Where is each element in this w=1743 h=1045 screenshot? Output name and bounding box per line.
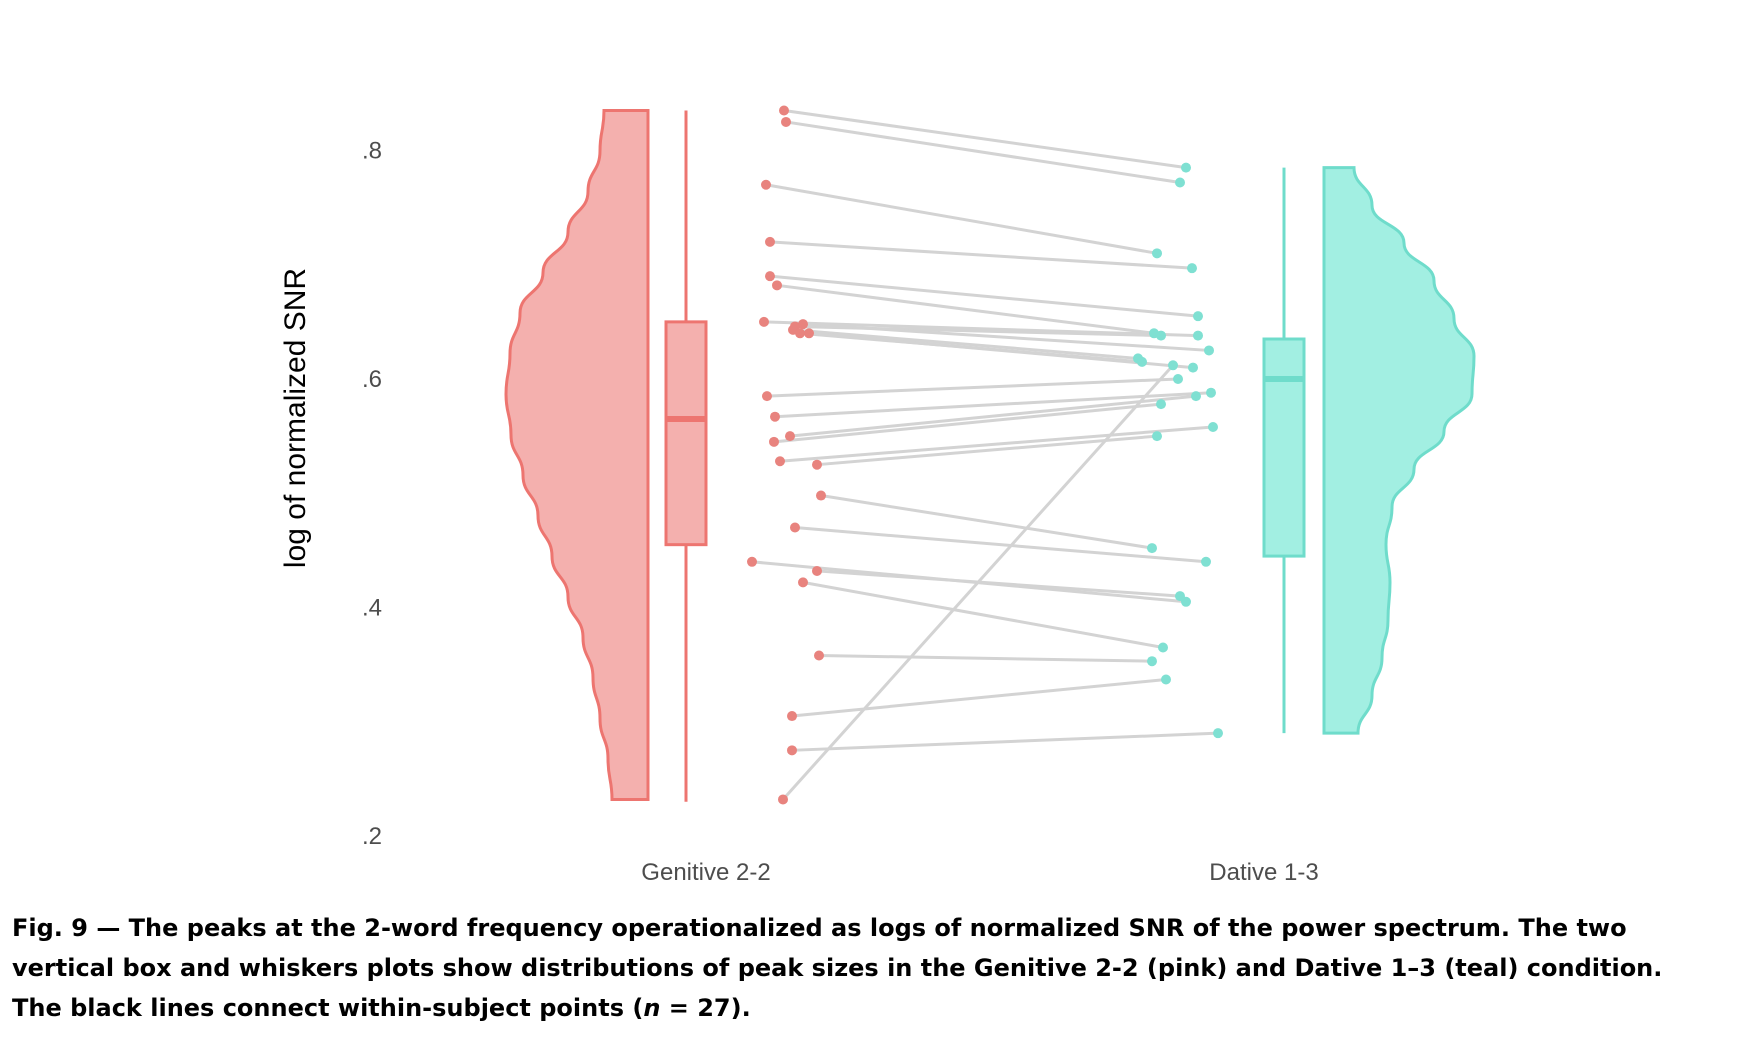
- connector-line: [818, 653, 1153, 663]
- connector-line: [785, 120, 1181, 184]
- dative-point: [1208, 421, 1218, 432]
- genitive-point: [812, 459, 822, 470]
- dative-point: [1152, 248, 1162, 259]
- genitive-point: [781, 116, 791, 127]
- connector-line: [781, 364, 1175, 801]
- caption-line-3: The black lines connect within-subject p…: [12, 988, 1737, 1028]
- connector-line: [776, 283, 1155, 335]
- dative-point: [1147, 656, 1157, 667]
- dative-point: [1152, 431, 1162, 442]
- dative-point: [1206, 387, 1216, 398]
- genitive-point: [790, 522, 800, 533]
- dative-point: [1147, 543, 1157, 554]
- chart: .2 .4 .6 .8 log of normalized SNR Genitive …: [279, 105, 1476, 886]
- y-tick-label: .4: [362, 595, 382, 622]
- genitive-box: [664, 320, 708, 547]
- dative-box: [1262, 337, 1306, 558]
- dative-point: [1188, 362, 1198, 373]
- genitive-point: [765, 236, 775, 247]
- dative-point: [1181, 162, 1191, 173]
- connector-line: [791, 677, 1167, 718]
- dative-point: [1191, 391, 1201, 402]
- genitive-point: [787, 711, 797, 722]
- dative-point: [1137, 356, 1147, 367]
- y-axis-title: log of normalized SNR: [279, 268, 312, 568]
- genitive-point: [795, 328, 805, 339]
- connector-line: [789, 394, 1197, 438]
- genitive-point: [747, 556, 757, 567]
- x-tick-label: Genitive 2-2: [641, 859, 770, 886]
- dative-point: [1156, 330, 1166, 341]
- subject-connectors: [751, 109, 1219, 801]
- connector-line: [783, 109, 1187, 170]
- genitive-point: [765, 271, 775, 282]
- data-points: [747, 105, 1223, 805]
- connector-line: [779, 425, 1214, 463]
- dative-density-cloud: [1322, 166, 1476, 735]
- genitive-point: [812, 565, 822, 576]
- genitive-point: [798, 319, 808, 330]
- connector-line: [816, 569, 1181, 598]
- caption-line-2: vertical box and whiskers plots show dis…: [12, 954, 1663, 982]
- dative-point: [1187, 263, 1197, 274]
- connector-line: [792, 328, 1139, 360]
- genitive-point: [769, 436, 779, 447]
- x-tick-label: Dative 1-3: [1209, 859, 1318, 886]
- dative-point: [1173, 374, 1183, 384]
- connector-line: [765, 183, 1158, 255]
- genitive-point: [761, 179, 771, 190]
- genitive-point: [787, 745, 797, 756]
- genitive-point: [759, 316, 769, 327]
- dative-point: [1161, 674, 1171, 685]
- caption-line-3-post: = 27).: [660, 994, 751, 1022]
- dative-point: [1193, 311, 1203, 322]
- connector-line: [769, 240, 1193, 270]
- connector-line: [802, 580, 1164, 649]
- caption-line-1: Fig. 9 — The peaks at the 2-word frequen…: [12, 914, 1627, 942]
- genitive-point: [778, 794, 788, 805]
- dative-point: [1201, 556, 1211, 567]
- x-axis-ticks: Genitive 2-2 Dative 1-3: [641, 859, 1318, 886]
- dative-point: [1158, 642, 1168, 653]
- y-tick-label: .2: [362, 823, 382, 850]
- caption-line-3-pre: The black lines connect within-subject p…: [12, 994, 644, 1022]
- connector-line: [791, 731, 1219, 752]
- genitive-point: [785, 431, 795, 442]
- dative-point: [1193, 330, 1203, 341]
- dative-point: [1156, 399, 1166, 410]
- dative-point: [1175, 591, 1185, 602]
- genitive-point: [779, 105, 789, 116]
- dative-point: [1168, 360, 1178, 371]
- genitive-density-cloud: [504, 109, 650, 801]
- connector-line: [763, 320, 1199, 338]
- connector-line: [802, 322, 1210, 352]
- connector-line: [766, 377, 1179, 398]
- connector-line: [808, 331, 1194, 370]
- caption-n-var: n: [643, 994, 661, 1022]
- genitive-point: [762, 391, 772, 402]
- connector-line: [820, 494, 1153, 550]
- density-clouds: [504, 109, 1476, 801]
- genitive-point: [775, 456, 785, 467]
- connector-line: [774, 391, 1212, 419]
- box-plots: [664, 110, 1306, 802]
- genitive-point: [798, 577, 808, 588]
- connector-line: [794, 526, 1207, 564]
- figure-caption: Fig. 9 — The peaks at the 2-word frequen…: [12, 908, 1737, 1028]
- genitive-point: [814, 650, 824, 661]
- genitive-point: [804, 328, 814, 339]
- connector-line: [773, 402, 1162, 444]
- y-tick-label: .8: [362, 138, 382, 165]
- connector-line: [769, 274, 1199, 318]
- y-tick-label: .6: [362, 366, 382, 393]
- connector-line: [816, 434, 1158, 467]
- genitive-point: [770, 411, 780, 422]
- dative-point: [1175, 177, 1185, 188]
- y-axis-ticks: .2 .4 .6 .8: [362, 138, 382, 851]
- dative-point: [1213, 728, 1223, 739]
- genitive-point: [772, 280, 782, 291]
- dative-point: [1204, 345, 1214, 356]
- genitive-point: [816, 490, 826, 501]
